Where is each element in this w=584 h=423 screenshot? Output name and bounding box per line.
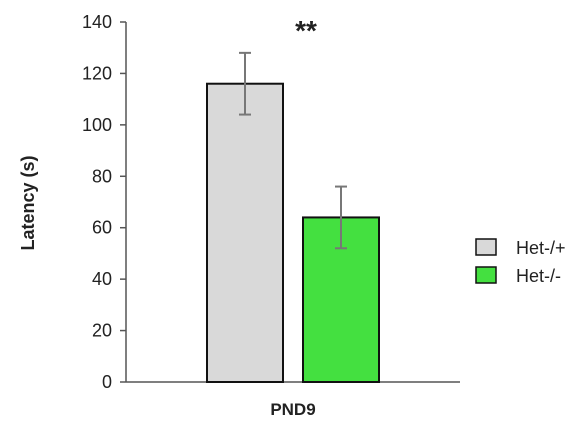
y-tick-label: 80 [92, 166, 112, 186]
legend-label: Het-/+ [516, 238, 566, 258]
y-tick-label: 0 [102, 372, 112, 392]
bars [206, 82, 380, 383]
y-tick-label: 20 [92, 321, 112, 341]
legend-label: Het-/- [516, 266, 561, 286]
y-axis: 0 20 40 60 80 100 120 140 [82, 12, 127, 392]
y-tick-label: 120 [82, 63, 112, 83]
legend: Het-/+ Het-/- [475, 238, 566, 286]
y-axis-title: Latency (s) [18, 155, 38, 250]
y-tick-label: 140 [82, 12, 112, 32]
error-bars [239, 51, 347, 250]
y-tick-label: 60 [92, 218, 112, 238]
x-category-label: PND9 [270, 400, 315, 419]
significance-annotation: ** [295, 15, 317, 46]
y-tick-label: 40 [92, 269, 112, 289]
legend-swatch-Het-/+ [475, 238, 497, 256]
legend-swatch-Het-/- [475, 266, 497, 284]
y-tick-label: 100 [82, 115, 112, 135]
bar-Het-/+ [206, 82, 284, 383]
